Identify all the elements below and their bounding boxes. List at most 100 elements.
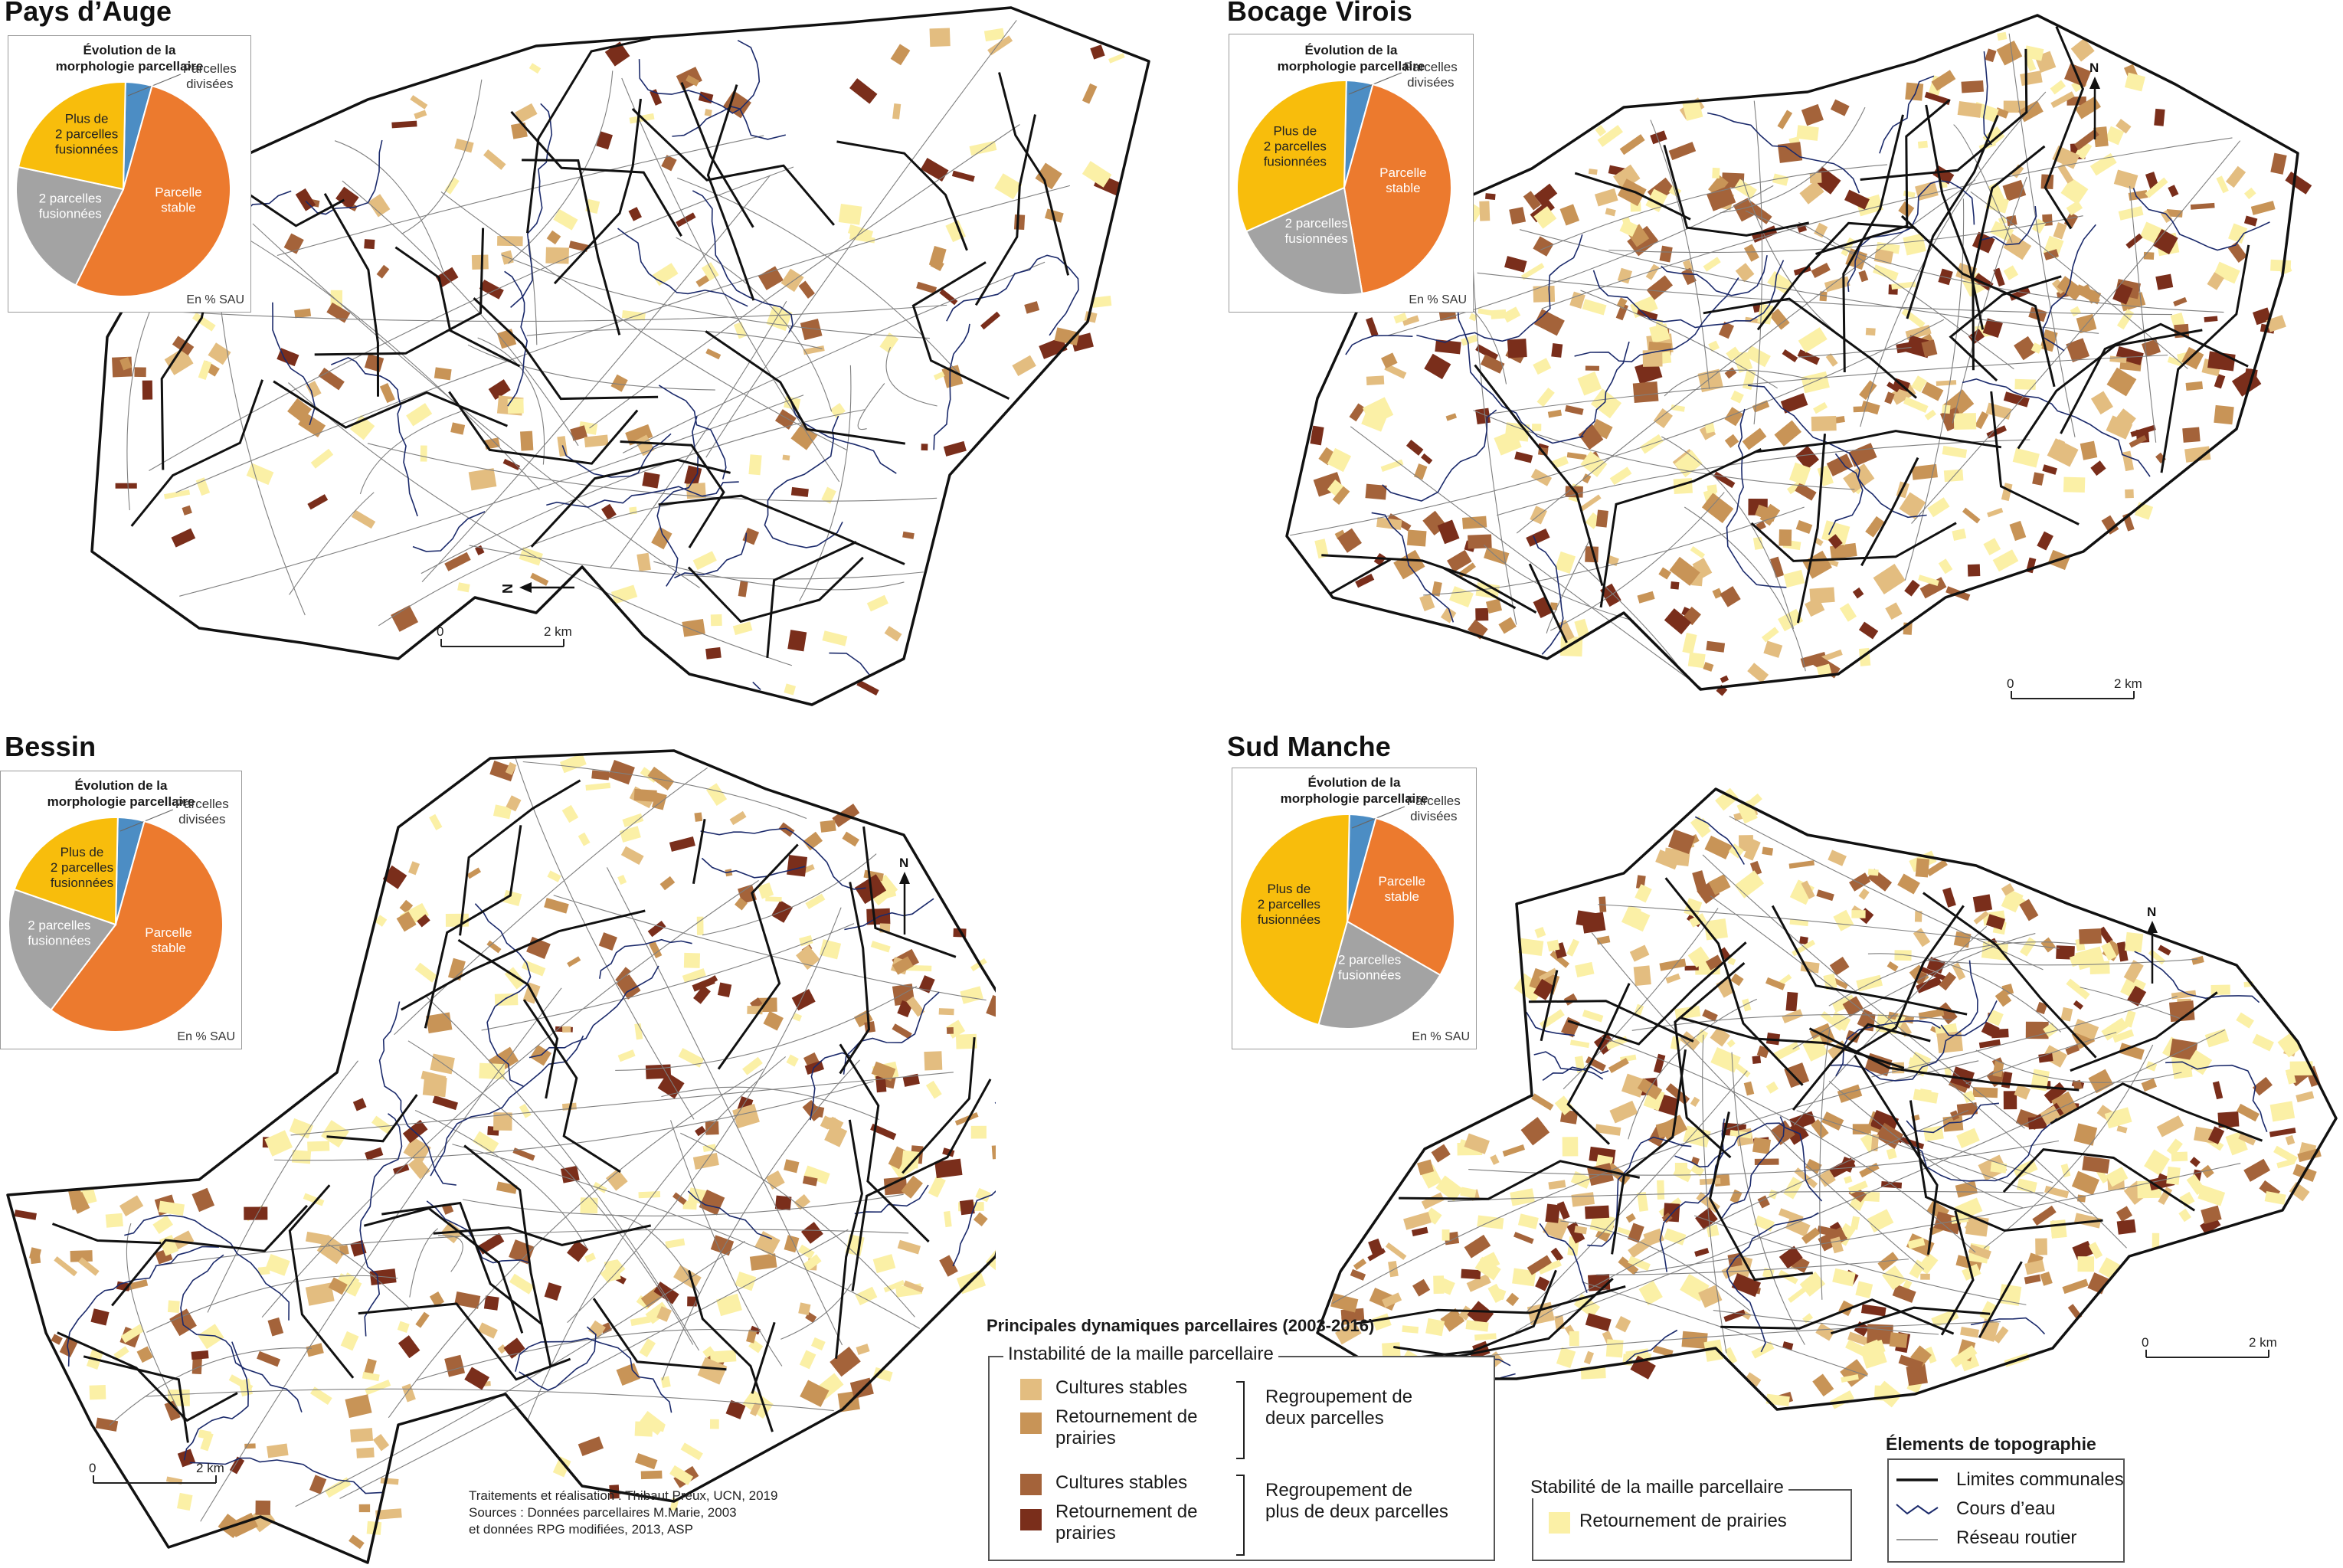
commune-boundary xyxy=(836,140,968,251)
parcel xyxy=(306,1343,324,1357)
commune-boundary xyxy=(1900,214,2056,388)
pie-label-divisees: Parcelles divisées xyxy=(1407,794,1461,823)
parcel xyxy=(1956,1128,1980,1149)
parcel xyxy=(2116,119,2132,134)
parcel xyxy=(1615,303,1628,321)
parcel xyxy=(1907,1237,1926,1249)
river xyxy=(330,357,418,517)
legend-reseau: Réseau routier xyxy=(1956,1527,2077,1548)
commune-boundary xyxy=(2050,1082,2263,1142)
parcel xyxy=(2003,1091,2017,1110)
parcel xyxy=(1533,286,1556,303)
parcel xyxy=(2073,1123,2098,1146)
parcel xyxy=(1824,276,1851,293)
parcel xyxy=(1697,817,1710,832)
parcel xyxy=(1797,224,1808,233)
parcel xyxy=(710,614,722,627)
parcel xyxy=(134,367,146,378)
parcel xyxy=(1890,382,1916,405)
parcel xyxy=(309,1386,332,1405)
parcel xyxy=(142,380,153,400)
parcel xyxy=(1629,944,1650,962)
parcel xyxy=(1432,581,1442,597)
parcel xyxy=(567,1239,589,1262)
parcel xyxy=(1867,869,1879,876)
parcel xyxy=(678,1048,705,1068)
parcel xyxy=(1782,349,1798,362)
pie-label-plus: Plus de 2 parcelles fusionnées xyxy=(1264,123,1327,169)
road xyxy=(420,409,866,574)
commune-boundary xyxy=(459,779,581,936)
parcel xyxy=(1724,1347,1738,1364)
parcel xyxy=(1997,31,2008,41)
parcel xyxy=(1720,586,1741,607)
parcel xyxy=(2243,215,2258,227)
parcel xyxy=(1445,413,1457,421)
parcel xyxy=(780,268,804,293)
parcel xyxy=(1498,617,1517,634)
parcel xyxy=(2057,163,2074,184)
parcel xyxy=(1978,1318,2000,1342)
parcel xyxy=(774,1195,792,1211)
parcel xyxy=(1770,556,1785,578)
parcel xyxy=(198,360,212,381)
road xyxy=(388,1069,764,1419)
scale-bar: 0 2 km xyxy=(2007,676,2142,699)
parcel xyxy=(1908,1057,1920,1067)
road xyxy=(1798,346,1912,358)
parcel xyxy=(1480,354,1505,374)
commune-boundary xyxy=(457,938,559,1099)
parcel xyxy=(1704,835,1733,859)
parcel xyxy=(1833,909,1854,931)
commune-boundary xyxy=(717,843,799,1070)
parcel xyxy=(1424,1207,1442,1225)
parcel xyxy=(375,1508,402,1520)
parcel xyxy=(1780,393,1808,414)
parcel xyxy=(1608,1057,1629,1073)
commune-boundary xyxy=(1353,1285,1626,1325)
parcel xyxy=(1772,173,1789,186)
scale-end: 2 km xyxy=(2249,1335,2277,1350)
parcel xyxy=(938,1008,954,1016)
parcel xyxy=(70,1250,93,1262)
parcel xyxy=(1707,484,1718,494)
parcel xyxy=(1562,1137,1579,1157)
parcel xyxy=(1987,507,2004,518)
parcel xyxy=(2123,960,2144,984)
parcel xyxy=(1468,534,1492,549)
parcel xyxy=(510,122,528,139)
parcel xyxy=(1960,1327,1979,1338)
parcel xyxy=(1889,1332,1908,1348)
parcel xyxy=(803,1165,830,1185)
parcel xyxy=(903,1280,924,1293)
parcel xyxy=(1588,169,1598,175)
parcel xyxy=(639,1338,656,1357)
parcel xyxy=(1638,1280,1663,1306)
parcel xyxy=(920,158,949,182)
road xyxy=(1798,221,2014,370)
pie-label-divisees: Parcelles divisées xyxy=(1404,60,1458,90)
parcel xyxy=(1565,404,1584,415)
parcel xyxy=(1355,573,1375,588)
parcel xyxy=(2024,1259,2045,1275)
parcel xyxy=(628,207,642,221)
parcel xyxy=(1575,961,1595,977)
parcel xyxy=(2106,1167,2129,1187)
river xyxy=(124,1214,290,1321)
road xyxy=(662,1059,860,1381)
parcel xyxy=(2129,435,2147,448)
parcel xyxy=(1461,334,1478,346)
parcel xyxy=(2171,1151,2188,1162)
parcel xyxy=(2273,1145,2299,1164)
parcel xyxy=(391,120,417,129)
road xyxy=(207,1060,358,1313)
parcel xyxy=(620,846,644,865)
parcel xyxy=(1779,1246,1803,1269)
parcel xyxy=(1986,425,2007,439)
parcel xyxy=(2093,126,2109,148)
parcel xyxy=(2236,1012,2254,1029)
commune-boundary xyxy=(1663,145,1809,237)
pie-label-plus: Plus de 2 parcelles fusionnées xyxy=(51,845,113,890)
parcel xyxy=(2142,339,2161,358)
parcel xyxy=(1402,1325,1419,1334)
